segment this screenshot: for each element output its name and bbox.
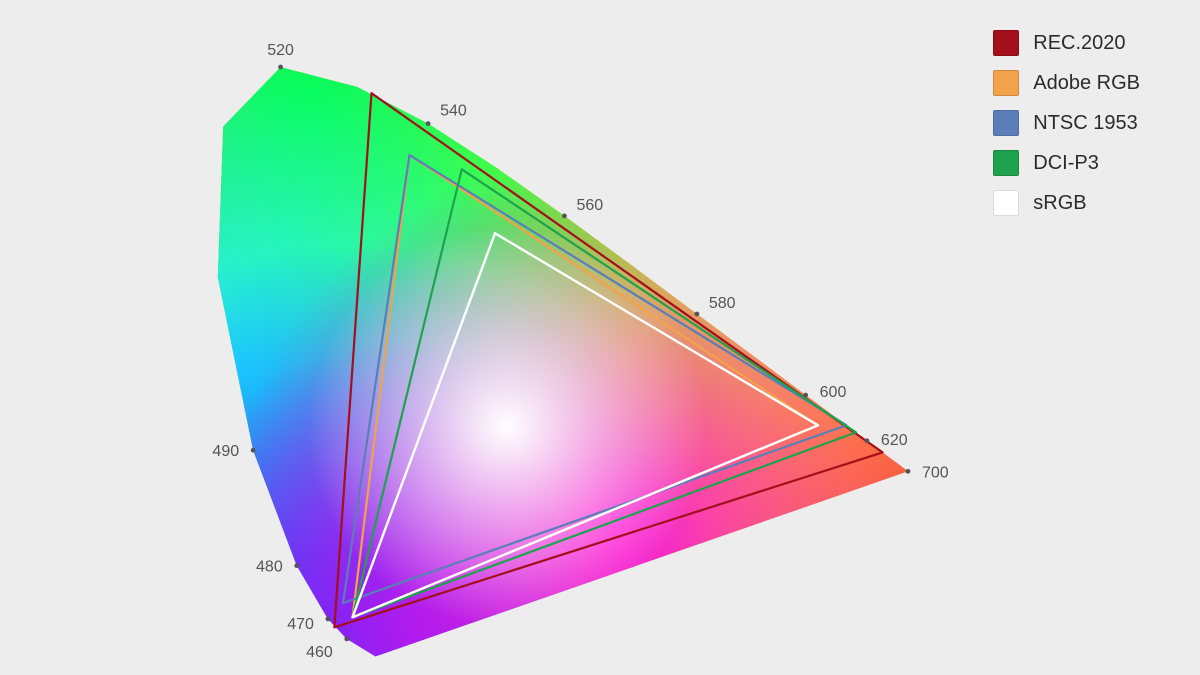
legend-swatch <box>993 190 1019 216</box>
legend-label: sRGB <box>1033 192 1086 215</box>
legend-label: Adobe RGB <box>1033 72 1140 95</box>
wavelength-label-700: 700 <box>922 464 949 481</box>
legend: REC.2020 Adobe RGB NTSC 1953 DCI-P3 sRGB <box>993 30 1140 216</box>
wavelength-label-560: 560 <box>576 197 603 214</box>
legend-swatch <box>993 30 1019 56</box>
wavelength-label-490: 490 <box>212 443 239 460</box>
wavelength-label-620: 620 <box>881 432 908 449</box>
legend-item-srgb: sRGB <box>993 190 1140 216</box>
legend-label: DCI-P3 <box>1033 152 1099 175</box>
legend-item-ntsc1953: NTSC 1953 <box>993 110 1140 136</box>
wavelength-label-470: 470 <box>287 616 314 633</box>
legend-item-dcip3: DCI-P3 <box>993 150 1140 176</box>
wavelength-label-580: 580 <box>709 295 736 312</box>
chromaticity-figure: 460 470 480 490 520 540 560 580 600 620 700 REC.20… <box>0 0 1200 675</box>
legend-swatch <box>993 70 1019 96</box>
wavelength-label-540: 540 <box>440 103 467 120</box>
wavelength-label-460: 460 <box>306 644 333 661</box>
legend-swatch <box>993 110 1019 136</box>
wavelength-label-520: 520 <box>267 42 294 59</box>
wavelength-label-600: 600 <box>820 384 847 401</box>
wavelength-label-480: 480 <box>256 559 283 576</box>
legend-label: NTSC 1953 <box>1033 112 1138 135</box>
legend-item-adobergb: Adobe RGB <box>993 70 1140 96</box>
legend-swatch <box>993 150 1019 176</box>
legend-item-rec2020: REC.2020 <box>993 30 1140 56</box>
legend-label: REC.2020 <box>1033 32 1125 55</box>
